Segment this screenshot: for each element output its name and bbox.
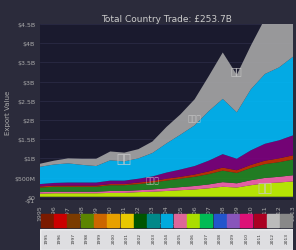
Bar [54, 214, 66, 228]
Text: 1995: 1995 [45, 232, 49, 243]
Bar [147, 214, 159, 228]
Text: 運輸: 運輸 [231, 66, 243, 76]
Bar [214, 214, 226, 228]
Bar [67, 214, 79, 228]
Bar [240, 214, 252, 228]
Text: 2009: 2009 [231, 232, 235, 243]
Bar [254, 214, 266, 228]
Bar [200, 214, 213, 228]
Text: 1996: 1996 [58, 232, 62, 243]
Text: 2000: 2000 [111, 232, 115, 243]
Bar [94, 214, 106, 228]
Text: 2007: 2007 [205, 232, 208, 243]
Bar [134, 214, 146, 228]
Text: 2013: 2013 [284, 232, 288, 243]
Text: 2010: 2010 [244, 232, 248, 243]
Y-axis label: Export Value: Export Value [5, 90, 11, 134]
Text: 化工業: 化工業 [188, 114, 202, 123]
X-axis label: Year: Year [159, 222, 174, 228]
Title: Total Country Trade: £253.7B: Total Country Trade: £253.7B [101, 15, 232, 24]
Bar [160, 214, 173, 228]
Text: 2004: 2004 [165, 232, 168, 243]
Text: 1998: 1998 [85, 232, 89, 243]
Text: 2008: 2008 [218, 232, 222, 243]
Text: 2002: 2002 [138, 232, 142, 243]
Text: 2001: 2001 [125, 232, 128, 243]
Bar [267, 214, 279, 228]
Bar [280, 214, 292, 228]
Text: 1997: 1997 [71, 232, 75, 243]
Text: 2003: 2003 [151, 232, 155, 243]
Text: 1999: 1999 [98, 232, 102, 243]
Bar [41, 214, 53, 228]
Bar [174, 214, 186, 228]
Text: 食品: 食品 [258, 181, 272, 194]
Text: 2011: 2011 [258, 232, 262, 243]
Text: 紡織品: 紡織品 [146, 175, 159, 184]
Text: 2005: 2005 [178, 232, 182, 243]
Bar [187, 214, 199, 228]
Text: 2012: 2012 [271, 232, 275, 243]
Bar [120, 214, 133, 228]
Text: 2006: 2006 [191, 232, 195, 243]
Bar [81, 214, 93, 228]
Text: 機械: 機械 [117, 152, 132, 165]
Bar [227, 214, 239, 228]
Bar [107, 214, 119, 228]
